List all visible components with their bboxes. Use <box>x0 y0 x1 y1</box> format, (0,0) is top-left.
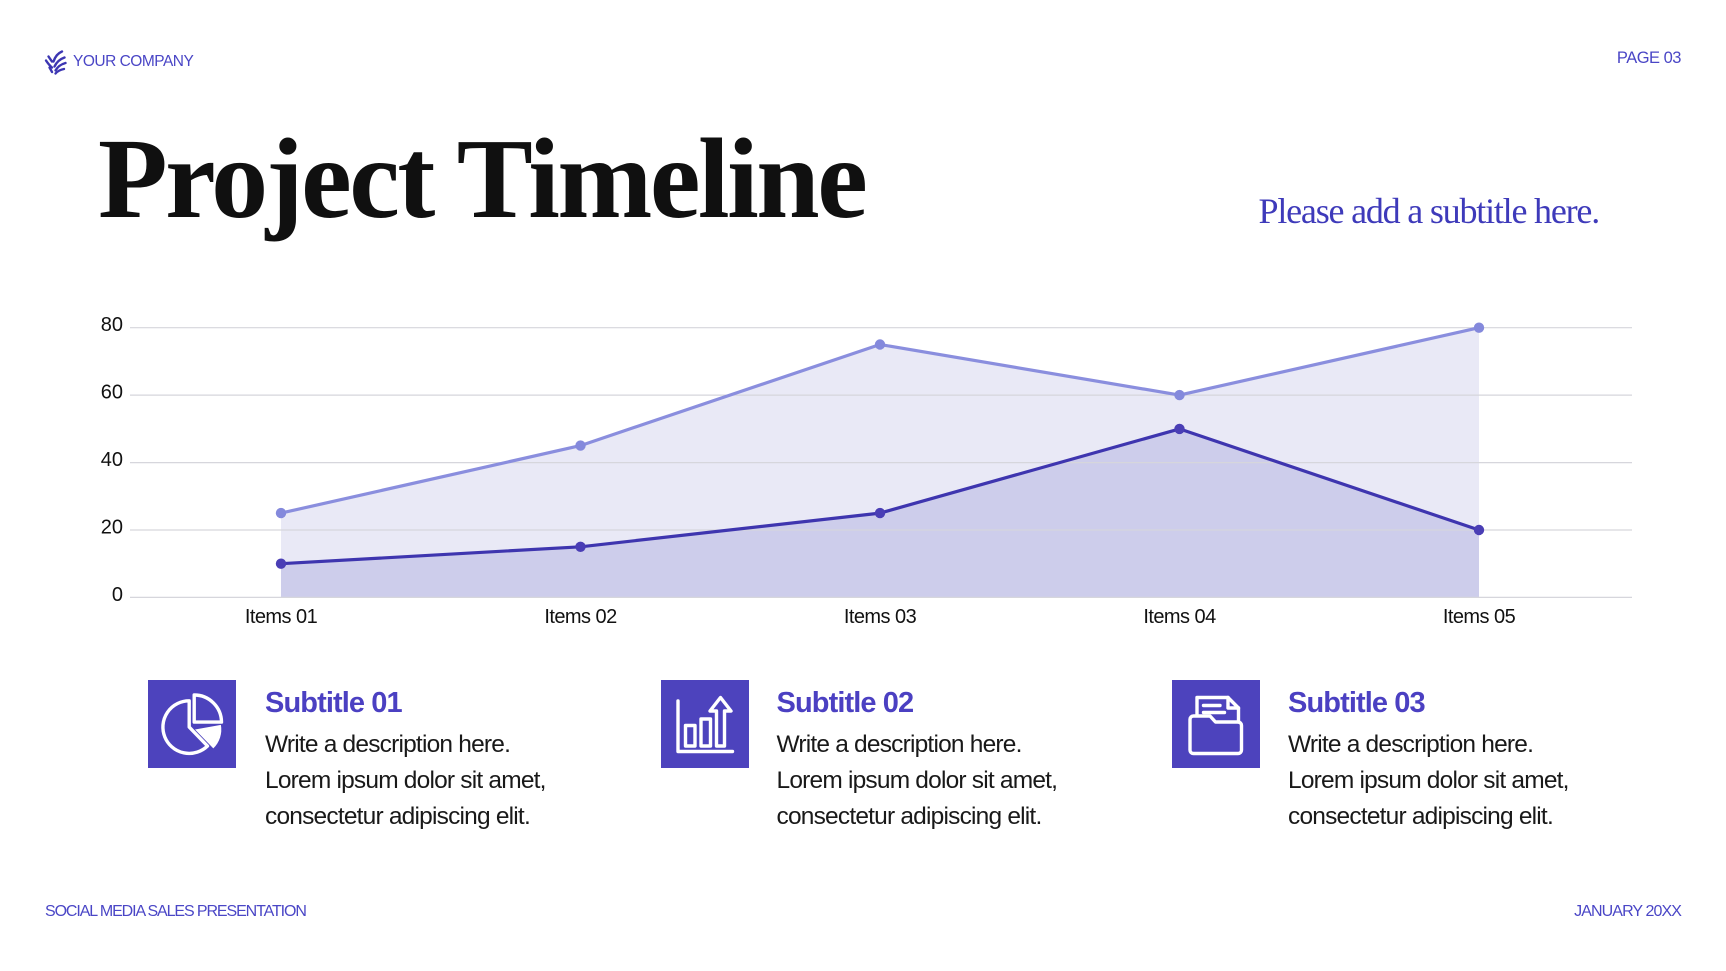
svg-text:Items 03: Items 03 <box>844 606 917 628</box>
svg-text:Items 04: Items 04 <box>1143 606 1216 628</box>
svg-text:40: 40 <box>101 449 123 471</box>
svg-text:Items 02: Items 02 <box>544 606 617 628</box>
svg-text:0: 0 <box>112 584 123 606</box>
svg-text:20: 20 <box>101 517 123 539</box>
svg-text:Items 05: Items 05 <box>1443 606 1516 628</box>
svg-text:Items 01: Items 01 <box>245 606 318 628</box>
svg-text:60: 60 <box>101 382 123 404</box>
svg-text:80: 80 <box>101 314 123 336</box>
